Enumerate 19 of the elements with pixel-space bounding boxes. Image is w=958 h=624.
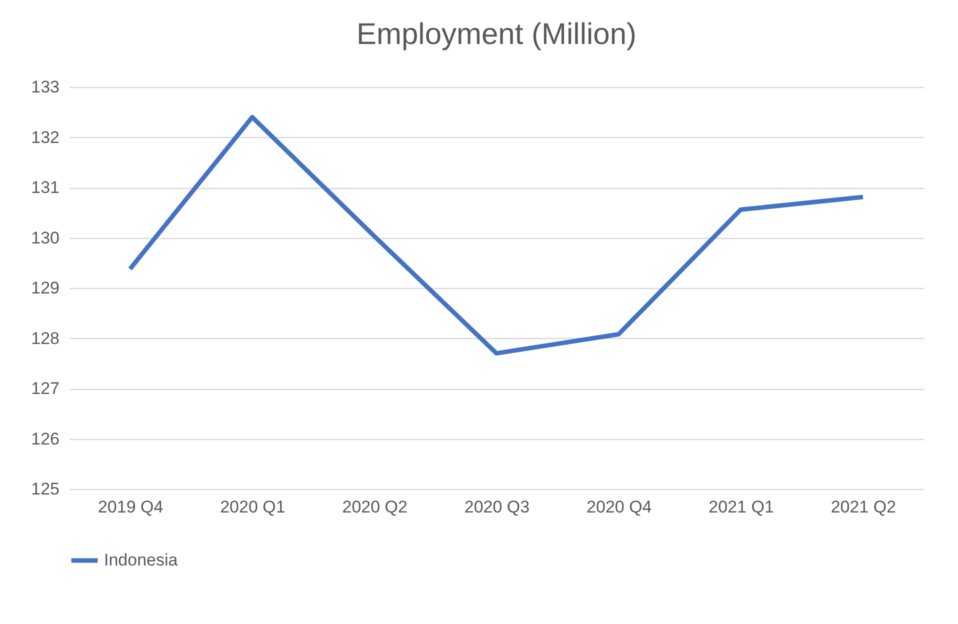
x-tick-label: 2021 Q2 bbox=[830, 498, 896, 516]
y-tick-label: 133 bbox=[31, 78, 60, 96]
y-tick-label: 125 bbox=[31, 480, 60, 498]
y-tick-label: 129 bbox=[31, 278, 60, 298]
y-tick-label: 127 bbox=[31, 379, 60, 398]
x-tick-label: 2020 Q1 bbox=[220, 498, 286, 516]
chart-title: Employment (Million) bbox=[356, 18, 637, 51]
x-tick-label: 2019 Q4 bbox=[98, 498, 164, 516]
y-tick-label: 130 bbox=[31, 228, 60, 248]
x-tick-label: 2020 Q4 bbox=[586, 498, 652, 516]
x-tick-label: 2021 Q1 bbox=[708, 498, 774, 516]
y-tick-label: 131 bbox=[31, 178, 60, 197]
y-tick-label: 132 bbox=[31, 128, 60, 147]
y-tick-label: 126 bbox=[31, 429, 60, 448]
x-tick-label: 2020 Q3 bbox=[464, 498, 530, 516]
x-tick-label: 2020 Q2 bbox=[342, 498, 408, 516]
line-series bbox=[128, 114, 866, 356]
y-tick-label: 128 bbox=[31, 328, 60, 348]
legend-label: Indonesia bbox=[104, 550, 178, 570]
